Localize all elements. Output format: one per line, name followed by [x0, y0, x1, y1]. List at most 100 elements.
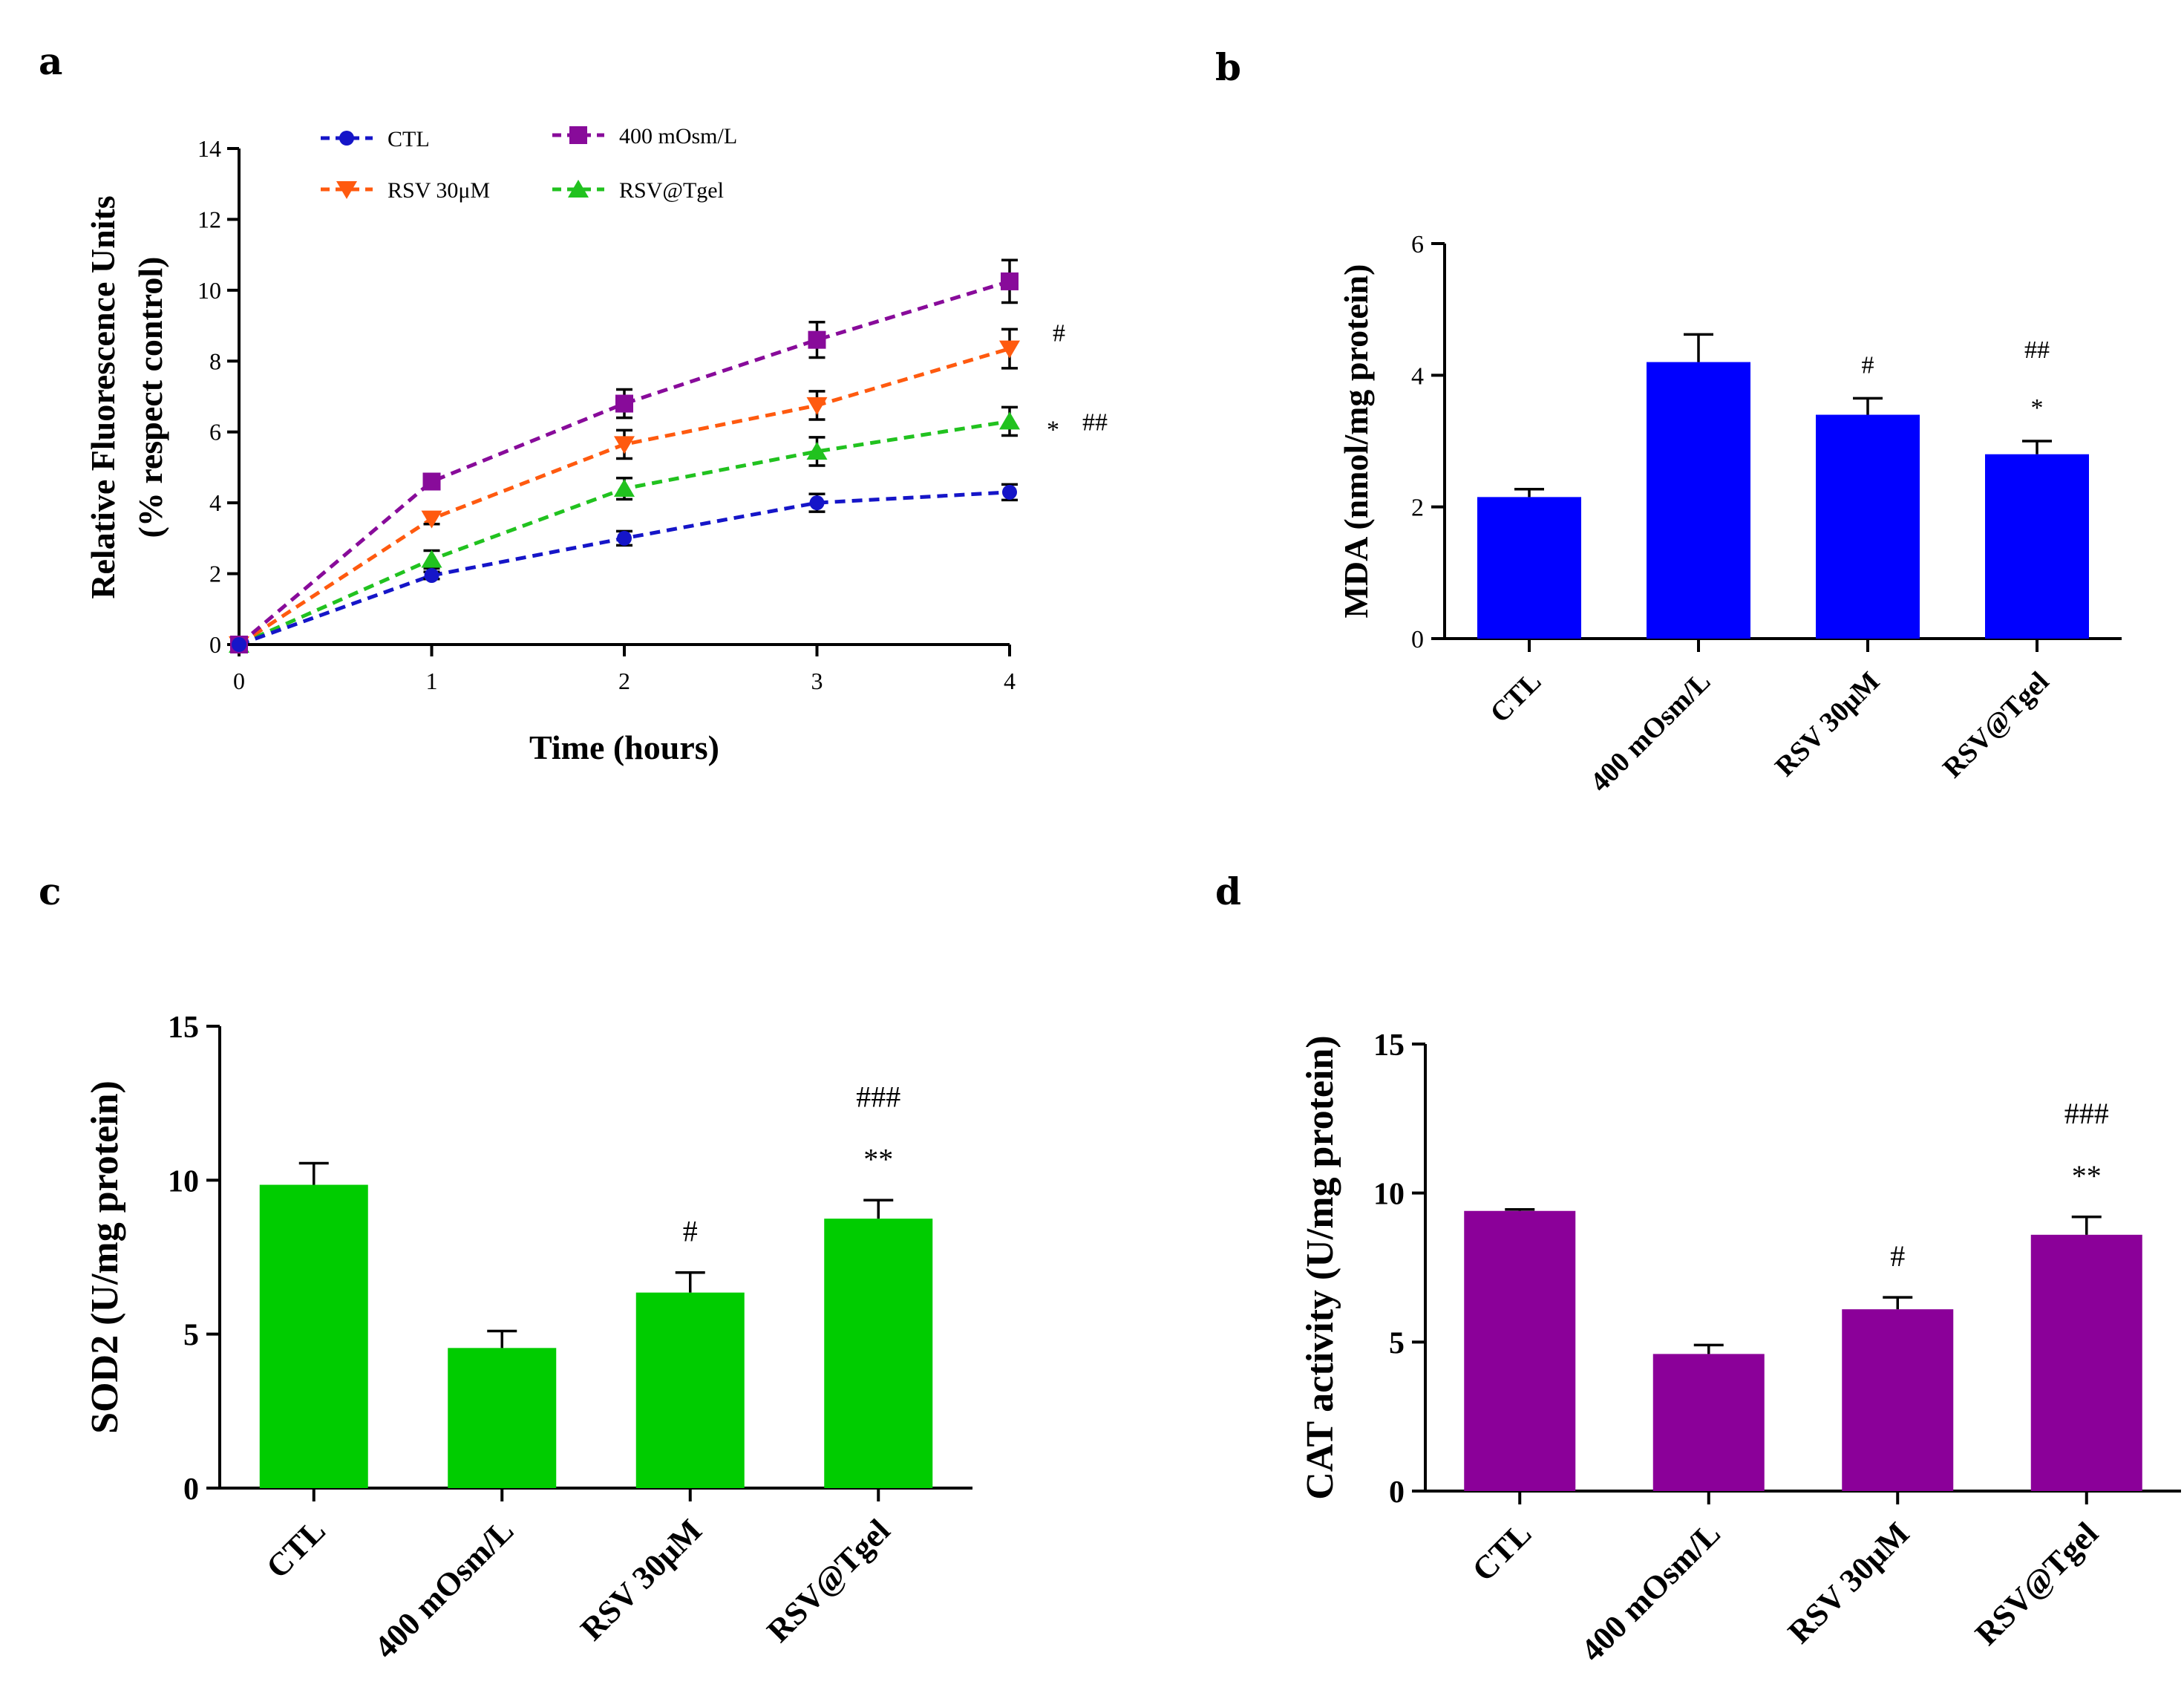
bar-d-400 mOsm/L	[1652, 1354, 1765, 1491]
y-tick-label-d: 10	[1373, 1178, 1405, 1212]
x-tick-label-a: 3	[811, 668, 823, 694]
bar-d-RSV@Tgel	[2030, 1234, 2142, 1491]
y-tick-label-b: 4	[1411, 362, 1424, 390]
category-label-d: 400 mOsm/L	[1574, 1515, 1727, 1669]
data-point-RSV@Tgel	[421, 549, 442, 568]
y-axis-title-c: SOD2 (U/mg protein)	[84, 1080, 126, 1434]
y-tick-label-b: 6	[1411, 231, 1424, 258]
legend-label: CTL	[388, 127, 430, 151]
bar-d-RSV 30μM	[1842, 1309, 1954, 1491]
annotation-d: **	[2072, 1159, 2102, 1193]
y-tick-label-b: 2	[1411, 495, 1424, 522]
panel-letter-a: a	[39, 39, 62, 83]
x-tick-label-a: 4	[1004, 668, 1016, 694]
y-tick-label-c: 10	[168, 1164, 199, 1198]
category-label-d: CTL	[1465, 1515, 1539, 1588]
category-label-c: 400 mOsm/L	[367, 1512, 521, 1666]
bar-d-CTL	[1464, 1210, 1576, 1491]
x-axis-title-a: Time (hours)	[529, 728, 719, 766]
y-axis-title-d: CAT activity (U/mg protein)	[1299, 1035, 1341, 1499]
y-tick-label-a: 2	[209, 561, 221, 587]
legend-marker	[339, 131, 354, 146]
y-tick-label-a: 0	[209, 631, 221, 658]
bar-c-CTL	[259, 1184, 368, 1488]
y-tick-label-c: 5	[183, 1319, 199, 1353]
category-label-b: 400 mOsm/L	[1584, 666, 1716, 798]
bar-chart-b: 0 2 4 6 CTL 400 mOsm/L RSV 30μM # RSV@Tgel ## * MDA…	[1337, 231, 2122, 798]
bar-b-CTL	[1477, 497, 1581, 639]
annotation-a: ##	[1082, 408, 1108, 436]
data-point-400 mOsm/L	[615, 394, 633, 413]
legend-item-CTL: CTL	[321, 127, 430, 151]
data-point-CTL	[1002, 484, 1017, 500]
legend-marker	[336, 181, 357, 199]
category-label-d: RSV 30μM	[1781, 1515, 1916, 1650]
bar-b-RSV 30μM	[1816, 414, 1920, 639]
category-label-d: RSV@Tgel	[1968, 1515, 2105, 1652]
annotation-c: #	[683, 1215, 698, 1248]
data-point-400 mOsm/L	[422, 472, 441, 491]
bar-b-400 mOsm/L	[1647, 362, 1750, 639]
legend-label: RSV 30μM	[388, 178, 490, 203]
bar-chart-c: 0 5 10 15 CTL 400 mOsm/L RSV 30μM # RSV@Tgel ### *…	[84, 1011, 972, 1666]
annotation-d: #	[1890, 1239, 1905, 1273]
panel-letter-d: d	[1215, 870, 1241, 913]
annotation-d: ###	[2064, 1097, 2109, 1130]
series-line-400 mOsm/L	[238, 279, 1010, 646]
data-point-400 mOsm/L	[1001, 272, 1019, 290]
legend-label: 400 mOsm/L	[619, 124, 737, 149]
data-point-RSV 30μM	[806, 397, 828, 415]
legend-marker	[569, 126, 587, 144]
annotation-b: *	[2031, 394, 2044, 422]
data-point-RSV 30μM	[614, 436, 635, 454]
x-tick-label-a: 1	[426, 668, 438, 694]
panel-letter-b: b	[1215, 45, 1241, 89]
legend-label: RSV@Tgel	[619, 178, 724, 203]
data-point-RSV 30μM	[999, 340, 1020, 359]
y-tick-label-a: 8	[209, 348, 221, 374]
y-tick-label-a: 4	[209, 489, 221, 516]
y-tick-label-a: 10	[197, 277, 221, 304]
bar-chart-d: 0 5 10 15 CTL 400 mOsm/L RSV 30μM # RSV@Tgel ### *…	[1299, 1028, 2181, 1669]
data-point-RSV@Tgel	[806, 441, 828, 460]
y-tick-label-b: 0	[1411, 626, 1424, 653]
x-tick-label-a: 0	[233, 668, 245, 694]
category-label-b: RSV 30μM	[1769, 666, 1886, 783]
bar-c-RSV@Tgel	[824, 1219, 933, 1488]
annotation-c: ###	[856, 1080, 900, 1113]
category-label-c: RSV 30μM	[574, 1512, 709, 1647]
y-axis-title-a-line2: (% respect control)	[131, 257, 169, 538]
legend-item-400 mOsm/L: 400 mOsm/L	[552, 124, 737, 149]
panel-letter-c: c	[39, 870, 61, 913]
annotation-b: ##	[2024, 336, 2050, 364]
data-point-CTL	[617, 530, 632, 546]
legend-marker	[568, 180, 589, 198]
y-tick-label-d: 5	[1389, 1326, 1405, 1360]
annotation-a: *	[1047, 416, 1059, 443]
x-tick-label-a: 2	[618, 668, 630, 694]
y-tick-label-c: 0	[183, 1472, 199, 1507]
data-point-RSV@Tgel	[614, 479, 635, 498]
annotation-c: **	[863, 1142, 893, 1175]
data-point-RSV 30μM	[421, 510, 442, 529]
data-point-RSV@Tgel	[999, 411, 1020, 430]
y-tick-label-d: 15	[1373, 1028, 1405, 1063]
y-tick-label-a: 6	[209, 419, 221, 446]
y-tick-label-a: 12	[197, 206, 221, 232]
y-tick-label-c: 15	[168, 1011, 199, 1045]
legend-item-RSV@Tgel: RSV@Tgel	[552, 178, 724, 203]
bar-c-RSV 30μM	[635, 1292, 745, 1488]
annotation-a: #	[1053, 320, 1065, 348]
bar-b-RSV@Tgel	[1985, 454, 2089, 639]
category-label-c: CTL	[259, 1512, 333, 1585]
data-point-CTL	[232, 637, 246, 652]
y-axis-title-a-line1: Relative Fluorescence Units	[84, 195, 122, 599]
legend-item-RSV 30μM: RSV 30μM	[321, 178, 490, 203]
annotation-b: #	[1862, 351, 1874, 379]
data-point-CTL	[424, 567, 439, 583]
data-point-400 mOsm/L	[808, 330, 826, 349]
category-label-c: RSV@Tgel	[760, 1512, 898, 1649]
y-axis-title-b: MDA (nmol/mg protein)	[1337, 264, 1375, 618]
